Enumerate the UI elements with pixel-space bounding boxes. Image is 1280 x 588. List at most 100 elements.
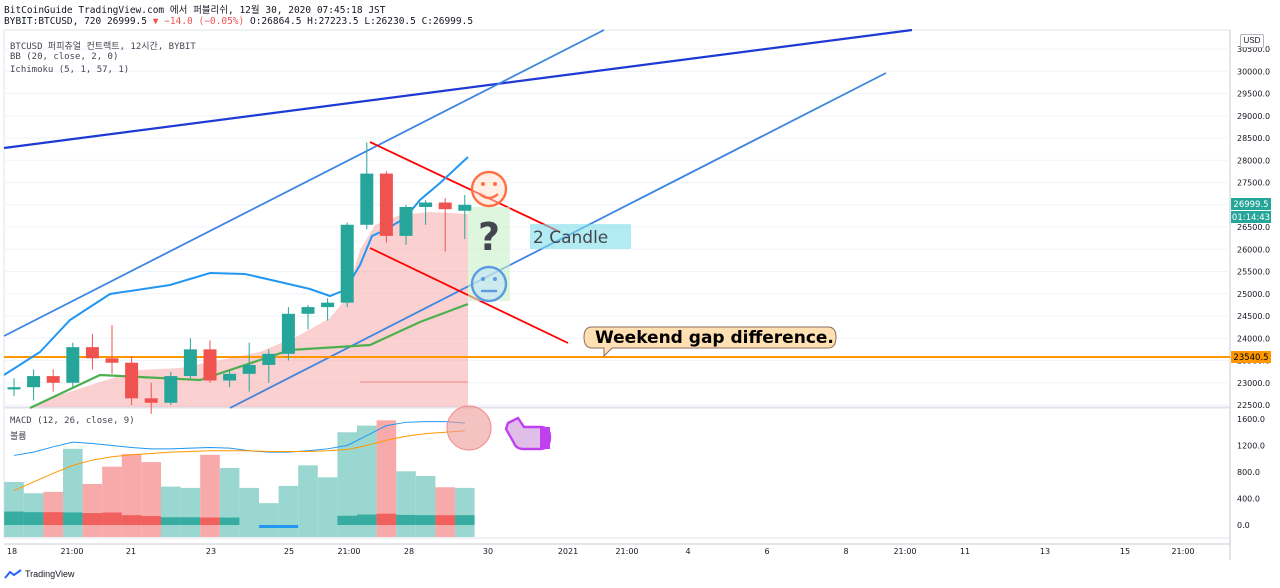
candle-body bbox=[458, 204, 472, 211]
volume-bar bbox=[337, 432, 357, 537]
macd-histogram-bar bbox=[23, 512, 44, 525]
macd-histogram-bar bbox=[102, 512, 122, 525]
candle-body bbox=[125, 362, 139, 399]
time-tick: 8 bbox=[843, 547, 848, 556]
candle-body bbox=[144, 398, 158, 403]
current-price-tag bbox=[1231, 198, 1271, 210]
symbol-legend[interactable]: BTCUSD 퍼피츄얼 컨트랙트, 12시간, BYBIT bbox=[10, 42, 196, 52]
volume-bar bbox=[376, 420, 397, 537]
time-tick: 21 bbox=[126, 547, 136, 556]
current-price-label: 26999.5 bbox=[1233, 200, 1268, 210]
macd-histogram-bar bbox=[415, 515, 436, 525]
macd-histogram-bar bbox=[161, 517, 181, 525]
candle-body bbox=[66, 347, 80, 383]
price-tick: 30500.0 bbox=[1237, 45, 1270, 54]
price-tick: 27500.0 bbox=[1237, 179, 1270, 188]
time-tick: 21:00 bbox=[337, 547, 360, 556]
macd-histogram-bar bbox=[357, 514, 377, 525]
publish-header: BitCoinGuide TradingView.com 에서 퍼블리쉬, 12… bbox=[4, 5, 386, 16]
countdown-tag bbox=[1231, 211, 1271, 223]
candle-body bbox=[301, 307, 315, 314]
volume-bar bbox=[278, 485, 299, 537]
candle-body bbox=[281, 313, 295, 354]
macd-axis[interactable]: 1600.0 1200.0 800.0 400.0 0.0 bbox=[1237, 415, 1265, 530]
volume-bar bbox=[396, 471, 416, 537]
time-tick: 25 bbox=[284, 547, 294, 556]
neutral-face-icon bbox=[470, 265, 508, 303]
pointing-hand-icon bbox=[504, 416, 552, 451]
time-axis[interactable]: 18 21:00 21 23 25 21:00 28 30 2021 21:00 4 6 8 21:00 1… bbox=[7, 547, 1195, 556]
volume-bar bbox=[435, 487, 455, 537]
time-tick: 21:00 bbox=[615, 547, 638, 556]
brand-label: TradingView bbox=[25, 569, 75, 579]
volume-bar bbox=[455, 487, 475, 537]
time-tick: 13 bbox=[1040, 547, 1050, 556]
candle-body bbox=[379, 173, 393, 236]
currency-button[interactable]: USD bbox=[1240, 34, 1264, 48]
red-wedge-upper bbox=[369, 141, 561, 233]
macd-tick: 1200.0 bbox=[1237, 442, 1265, 451]
macd-histogram-bar bbox=[278, 525, 299, 528]
channel-upper-line bbox=[3, 29, 605, 337]
price-tick: 28500.0 bbox=[1237, 134, 1270, 143]
signal-line bbox=[13, 430, 465, 492]
time-tick: 11 bbox=[960, 547, 970, 556]
candle-body bbox=[203, 349, 217, 381]
candle-body bbox=[27, 376, 41, 388]
macd-histogram-bar bbox=[376, 513, 397, 525]
price-tick: 22500.0 bbox=[1237, 401, 1270, 410]
ohlc-values: O:26864.5 H:27223.5 L:26230.5 C:26999.5 bbox=[249, 16, 474, 27]
time-tick: 28 bbox=[404, 547, 414, 556]
candle-body bbox=[360, 173, 374, 225]
volume-bar bbox=[161, 486, 181, 537]
level-price-tag bbox=[1231, 351, 1271, 363]
volume-bar bbox=[357, 425, 377, 537]
time-tick: 21:00 bbox=[893, 547, 916, 556]
price-tick: 23000.0 bbox=[1237, 379, 1270, 388]
macd-histogram-bar bbox=[219, 517, 240, 525]
time-tick: 15 bbox=[1120, 547, 1130, 556]
ichimoku-cloud bbox=[30, 212, 468, 408]
price-tick: 25500.0 bbox=[1237, 268, 1270, 277]
price-tick: 30000.0 bbox=[1237, 67, 1270, 76]
price-tick: 26000.0 bbox=[1237, 245, 1270, 254]
volume-bar bbox=[415, 475, 436, 537]
volume-bar bbox=[180, 487, 201, 537]
price-tick: 28000.0 bbox=[1237, 156, 1270, 165]
volume-bar bbox=[141, 462, 161, 537]
candle-body bbox=[164, 376, 178, 403]
candle-body bbox=[183, 349, 197, 377]
volume-bar bbox=[298, 465, 318, 537]
macd-volume bbox=[4, 420, 475, 537]
price-tick: 26500.0 bbox=[1237, 223, 1270, 232]
long-trendline bbox=[3, 28, 913, 150]
volume-bar bbox=[200, 454, 220, 537]
macd-legend[interactable]: MACD (12, 26, close, 9) bbox=[10, 416, 135, 426]
price-tick: 25000.0 bbox=[1237, 290, 1270, 299]
candle-body bbox=[419, 202, 433, 207]
volume-bar bbox=[219, 468, 240, 537]
price-tick: 29000.0 bbox=[1237, 112, 1270, 121]
candle-body bbox=[242, 364, 256, 374]
time-tick: 6 bbox=[764, 547, 769, 556]
macd-histogram-bar bbox=[435, 515, 455, 525]
volume-legend[interactable]: 볼륨 bbox=[10, 432, 27, 442]
candle-body bbox=[262, 353, 276, 365]
macd-tick: 1600.0 bbox=[1237, 415, 1265, 424]
happy-face-icon bbox=[470, 170, 508, 208]
candle-body bbox=[105, 358, 119, 363]
volume-bar bbox=[102, 466, 122, 537]
macd-tick: 400.0 bbox=[1237, 495, 1260, 504]
level-price-label: 23540.5 bbox=[1233, 353, 1268, 363]
macd-histogram-bar bbox=[4, 511, 24, 525]
time-tick: 2021 bbox=[558, 547, 578, 556]
tradingview-logo[interactable]: TradingView bbox=[4, 569, 75, 579]
bb-legend[interactable]: BB (20, close, 2, 0) bbox=[10, 52, 119, 62]
macd-histogram-bar bbox=[63, 512, 83, 525]
macd-histogram-bar bbox=[337, 515, 357, 525]
ichimoku-legend[interactable]: Ichimoku (5, 1, 57, 1) bbox=[10, 65, 130, 75]
time-tick: 21:00 bbox=[1171, 547, 1194, 556]
macd-line bbox=[13, 421, 465, 456]
time-tick: 18 bbox=[7, 547, 17, 556]
